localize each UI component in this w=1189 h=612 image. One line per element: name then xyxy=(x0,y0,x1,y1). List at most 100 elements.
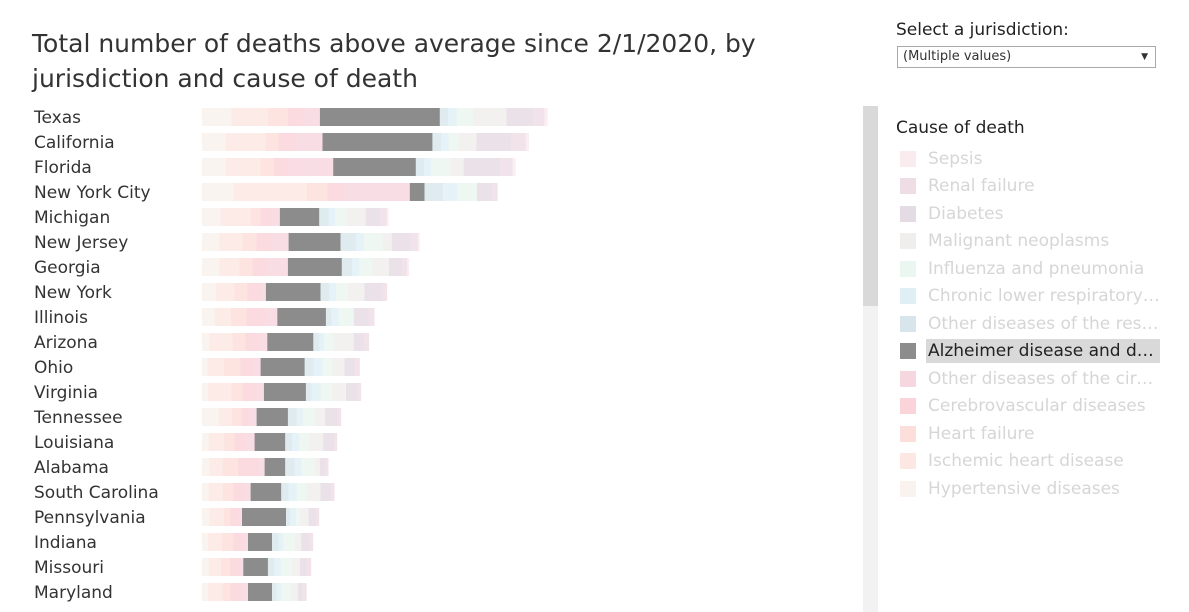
bar-segment[interactable] xyxy=(273,158,289,176)
bar-segment[interactable] xyxy=(346,208,366,226)
bar-segment[interactable] xyxy=(340,233,356,251)
bar-segment[interactable] xyxy=(202,383,208,401)
bar-segment[interactable] xyxy=(248,533,272,551)
bar-segment[interactable] xyxy=(202,483,209,501)
bar-segment[interactable] xyxy=(335,283,348,301)
bar-segment[interactable] xyxy=(288,483,297,501)
bar-segment[interactable] xyxy=(335,208,347,226)
bar-segment[interactable] xyxy=(231,108,268,126)
legend-item[interactable]: Heart failure xyxy=(900,420,1162,448)
bar-segment[interactable] xyxy=(323,433,334,451)
bar-segment[interactable] xyxy=(315,408,326,426)
bar-segment[interactable] xyxy=(291,583,298,601)
bar-segment[interactable] xyxy=(415,158,424,176)
legend-item[interactable]: Other diseases of the circulatory system xyxy=(900,365,1162,393)
bar-segment[interactable] xyxy=(207,358,224,376)
bar-segment[interactable] xyxy=(500,158,513,176)
bar-segment[interactable] xyxy=(253,358,261,376)
bar-segment[interactable] xyxy=(323,333,334,351)
bar-segment[interactable] xyxy=(287,258,342,276)
bar-segment[interactable] xyxy=(305,383,312,401)
bar-segment[interactable] xyxy=(407,258,410,276)
chevron-down-icon[interactable]: ▼ xyxy=(1141,52,1148,62)
bar-segment[interactable] xyxy=(511,133,526,151)
legend-item[interactable]: Influenza and pneumonia xyxy=(900,255,1162,283)
bar-segment[interactable] xyxy=(202,258,220,276)
bar-segment[interactable] xyxy=(209,508,224,526)
bar-segment[interactable] xyxy=(309,533,314,551)
bar-segment[interactable] xyxy=(208,533,222,551)
bar-segment[interactable] xyxy=(276,583,282,601)
bar-segment[interactable] xyxy=(307,558,312,576)
bar-segment[interactable] xyxy=(344,358,355,376)
bar-segment[interactable] xyxy=(256,383,264,401)
bar-segment[interactable] xyxy=(263,383,306,401)
bar-segment[interactable] xyxy=(423,158,431,176)
bar-segment[interactable] xyxy=(238,508,242,526)
bar-segment[interactable] xyxy=(353,333,364,351)
bar-segment[interactable] xyxy=(320,383,333,401)
bar-segment[interactable] xyxy=(296,408,303,426)
bar-segment[interactable] xyxy=(233,483,245,501)
bar-segment[interactable] xyxy=(302,583,307,601)
bar-segment[interactable] xyxy=(333,433,338,451)
bar-segment[interactable] xyxy=(456,108,474,126)
bar-segment[interactable] xyxy=(220,208,251,226)
bar-segment[interactable] xyxy=(230,583,242,601)
bar-segment[interactable] xyxy=(222,583,230,601)
bar-segment[interactable] xyxy=(329,283,336,301)
bar-segment[interactable] xyxy=(202,408,219,426)
bar-segment[interactable] xyxy=(491,183,498,201)
bar-segment[interactable] xyxy=(202,158,226,176)
bar-segment[interactable] xyxy=(409,183,425,201)
bar-segment[interactable] xyxy=(222,533,234,551)
bar-segment[interactable] xyxy=(202,233,220,251)
bar-segment[interactable] xyxy=(525,133,529,151)
bar-segment[interactable] xyxy=(208,558,222,576)
bar-segment[interactable] xyxy=(278,533,284,551)
bar-segment[interactable] xyxy=(242,233,257,251)
bar-segment[interactable] xyxy=(202,183,234,201)
bar-segment[interactable] xyxy=(285,433,292,451)
bar-segment[interactable] xyxy=(289,508,296,526)
bar-segment[interactable] xyxy=(224,358,241,376)
bar-segment[interactable] xyxy=(320,483,331,501)
bar-segment[interactable] xyxy=(260,158,274,176)
bar-segment[interactable] xyxy=(457,183,478,201)
bar-segment[interactable] xyxy=(357,383,362,401)
legend-item[interactable]: Malignant neoplasms xyxy=(900,228,1162,256)
bar-segment[interactable] xyxy=(473,108,507,126)
bar-segment[interactable] xyxy=(264,458,286,476)
legend-item[interactable]: Other diseases of the respiratory system xyxy=(900,310,1162,338)
bar-segment[interactable] xyxy=(246,308,267,326)
bar-segment[interactable] xyxy=(244,483,251,501)
bar-segment[interactable] xyxy=(303,108,320,126)
legend-item[interactable]: Chronic lower respiratory diseases xyxy=(900,283,1162,311)
bar-segment[interactable] xyxy=(256,408,288,426)
bar-segment[interactable] xyxy=(216,283,235,301)
bar-segment[interactable] xyxy=(324,458,329,476)
bar-segment[interactable] xyxy=(364,283,382,301)
bar-segment[interactable] xyxy=(345,383,358,401)
bar-segment[interactable] xyxy=(281,583,292,601)
bar-segment[interactable] xyxy=(239,558,244,576)
bar-segment[interactable] xyxy=(208,483,224,501)
bar-segment[interactable] xyxy=(533,108,545,126)
bar-segment[interactable] xyxy=(477,183,492,201)
bar-segment[interactable] xyxy=(238,458,258,476)
jurisdiction-select[interactable]: (Multiple values) ▼ xyxy=(897,46,1156,68)
legend-item[interactable]: Alzheimer disease and dementia xyxy=(900,338,1162,366)
bar-segment[interactable] xyxy=(331,308,339,326)
bar-segment[interactable] xyxy=(372,258,390,276)
bar-segment[interactable] xyxy=(240,358,254,376)
bar-segment[interactable] xyxy=(245,333,260,351)
bar-segment[interactable] xyxy=(347,283,365,301)
bar-segment[interactable] xyxy=(202,133,226,151)
bar-segment[interactable] xyxy=(234,183,308,201)
bar-segment[interactable] xyxy=(202,558,209,576)
bar-segment[interactable] xyxy=(315,508,320,526)
bar-segment[interactable] xyxy=(267,333,314,351)
bar-segment[interactable] xyxy=(222,458,238,476)
bar-segment[interactable] xyxy=(259,333,268,351)
bar-segment[interactable] xyxy=(368,308,375,326)
